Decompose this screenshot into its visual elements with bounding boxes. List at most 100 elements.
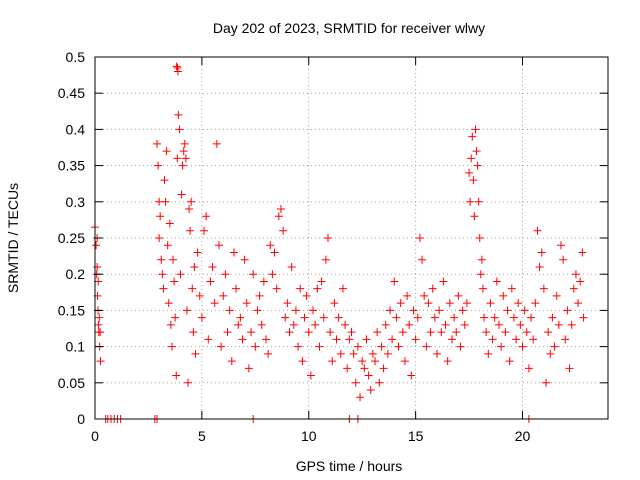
data-point (490, 313, 499, 322)
data-point (221, 270, 230, 279)
data-point (373, 328, 382, 337)
data-point (441, 320, 450, 329)
data-point (364, 371, 373, 380)
data-point (398, 328, 407, 337)
data-point (214, 241, 223, 250)
data-point (433, 349, 441, 358)
data-point (507, 284, 516, 293)
data-point (330, 299, 339, 308)
data-point (482, 328, 491, 337)
y-tick-label: 0.15 (58, 302, 85, 318)
data-point (349, 349, 358, 358)
y-tick-label: 0.25 (58, 230, 85, 246)
data-point (289, 320, 298, 329)
y-tick-label: 0.1 (66, 339, 86, 355)
data-point (501, 328, 510, 337)
data-point (550, 342, 559, 351)
data-point (176, 270, 185, 279)
data-point (343, 364, 352, 373)
data-point (160, 176, 169, 185)
data-point (418, 255, 427, 264)
data-point (158, 270, 167, 279)
data-point (356, 393, 365, 402)
data-point (285, 328, 294, 337)
x-tick-label: 15 (408, 428, 424, 444)
data-point (155, 234, 164, 242)
data-point (94, 320, 103, 329)
data-point (217, 342, 226, 351)
data-point (311, 320, 320, 329)
data-point (477, 255, 486, 264)
data-point (426, 328, 435, 337)
data-point (476, 270, 485, 279)
data-point (306, 371, 315, 380)
y-tick-label: 0.35 (58, 158, 85, 174)
data-point (219, 291, 228, 300)
data-point (163, 241, 172, 250)
data-point (514, 299, 523, 308)
data-point (366, 386, 375, 395)
data-point (347, 328, 356, 337)
data-point (409, 306, 418, 315)
data-point (497, 342, 506, 351)
data-point (353, 342, 362, 351)
data-point (578, 248, 587, 257)
data-point (420, 291, 429, 300)
data-point (468, 132, 477, 141)
data-point (304, 328, 313, 337)
data-point (321, 255, 330, 264)
data-point (174, 110, 183, 119)
data-point (383, 349, 392, 358)
data-point (156, 212, 165, 221)
data-point (183, 378, 192, 387)
data-point (188, 284, 197, 293)
data-point (179, 147, 188, 156)
data-point (379, 364, 388, 373)
data-point (546, 349, 555, 358)
data-point (512, 335, 521, 344)
data-point (554, 320, 563, 329)
data-point (309, 306, 318, 315)
y-tick-label: 0 (77, 411, 85, 427)
y-tick-label: 0.45 (58, 85, 85, 101)
data-point (405, 320, 414, 329)
data-point (223, 328, 232, 337)
data-point (484, 349, 493, 358)
data-point (281, 313, 290, 322)
data-point (569, 284, 578, 293)
data-point (576, 277, 585, 286)
data-point (154, 161, 163, 170)
data-point (172, 62, 181, 71)
data-point (264, 349, 273, 358)
data-point (388, 335, 397, 344)
x-axis-label: GPS time / hours (296, 458, 403, 474)
data-point (465, 168, 474, 177)
data-point (167, 342, 176, 351)
data-point (182, 306, 191, 315)
data-point (181, 154, 190, 163)
data-point (266, 241, 275, 250)
data-point (488, 335, 497, 344)
data-point (334, 313, 343, 322)
x-tick-label: 10 (301, 428, 317, 444)
data-point (251, 342, 260, 351)
data-point (443, 357, 452, 366)
data-point (454, 291, 463, 300)
data-point (533, 226, 542, 235)
x-tick-label: 5 (198, 428, 206, 444)
data-point (262, 335, 270, 344)
data-point (529, 335, 538, 344)
data-point (480, 313, 489, 322)
data-point (494, 320, 503, 329)
data-point (509, 313, 518, 322)
data-point (283, 299, 292, 308)
data-point (93, 262, 102, 271)
data-point (571, 270, 580, 279)
data-point (186, 226, 195, 235)
data-point (499, 291, 508, 300)
data-point (336, 349, 345, 358)
data-point (302, 291, 311, 300)
data-point (470, 212, 479, 221)
data-point (565, 364, 574, 373)
y-tick-label: 0.5 (66, 49, 86, 65)
